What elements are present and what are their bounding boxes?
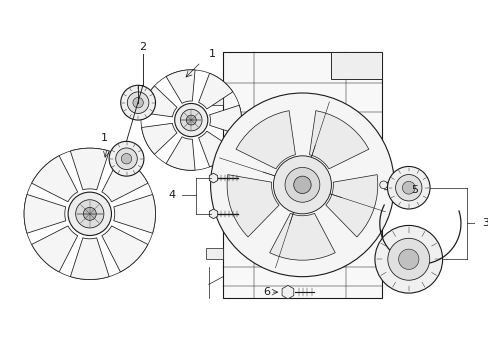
- Polygon shape: [32, 156, 78, 202]
- Polygon shape: [209, 105, 241, 135]
- Circle shape: [121, 153, 131, 164]
- Circle shape: [293, 176, 310, 194]
- Circle shape: [402, 181, 414, 194]
- Circle shape: [180, 109, 202, 131]
- Circle shape: [395, 175, 421, 201]
- Text: 1: 1: [101, 134, 107, 143]
- Circle shape: [285, 167, 319, 202]
- Circle shape: [109, 141, 143, 176]
- Circle shape: [68, 192, 111, 235]
- Text: 3: 3: [482, 219, 488, 229]
- Polygon shape: [226, 175, 279, 237]
- Polygon shape: [114, 194, 155, 233]
- Circle shape: [174, 103, 207, 137]
- Polygon shape: [325, 175, 377, 237]
- FancyBboxPatch shape: [223, 53, 381, 298]
- Polygon shape: [209, 209, 217, 219]
- Polygon shape: [198, 73, 232, 109]
- FancyBboxPatch shape: [205, 141, 223, 153]
- Text: 4: 4: [168, 190, 175, 201]
- Polygon shape: [142, 123, 177, 154]
- Text: 1: 1: [208, 49, 216, 59]
- Polygon shape: [102, 226, 147, 272]
- FancyBboxPatch shape: [331, 53, 381, 80]
- Circle shape: [374, 225, 442, 293]
- Polygon shape: [209, 173, 217, 183]
- Polygon shape: [24, 194, 66, 233]
- Polygon shape: [166, 137, 195, 170]
- Polygon shape: [236, 111, 295, 169]
- Circle shape: [210, 93, 393, 277]
- Circle shape: [133, 98, 143, 108]
- Polygon shape: [269, 213, 335, 260]
- Text: 6: 6: [263, 287, 270, 297]
- Polygon shape: [70, 238, 109, 279]
- Polygon shape: [32, 226, 78, 272]
- Circle shape: [398, 249, 418, 269]
- Circle shape: [379, 181, 386, 189]
- Polygon shape: [309, 111, 368, 169]
- FancyBboxPatch shape: [205, 93, 223, 105]
- Circle shape: [116, 148, 137, 170]
- Circle shape: [76, 200, 103, 228]
- Polygon shape: [166, 70, 195, 103]
- Circle shape: [387, 238, 429, 280]
- Circle shape: [186, 115, 196, 125]
- FancyBboxPatch shape: [205, 248, 223, 259]
- Polygon shape: [102, 156, 147, 202]
- Circle shape: [121, 85, 155, 120]
- Polygon shape: [198, 131, 232, 167]
- Text: 2: 2: [139, 42, 146, 51]
- Circle shape: [386, 166, 429, 209]
- Circle shape: [273, 156, 331, 214]
- Polygon shape: [142, 86, 177, 117]
- Polygon shape: [282, 285, 293, 299]
- Circle shape: [83, 207, 96, 220]
- Polygon shape: [70, 148, 109, 190]
- Text: 5: 5: [410, 185, 417, 195]
- Circle shape: [127, 92, 148, 113]
